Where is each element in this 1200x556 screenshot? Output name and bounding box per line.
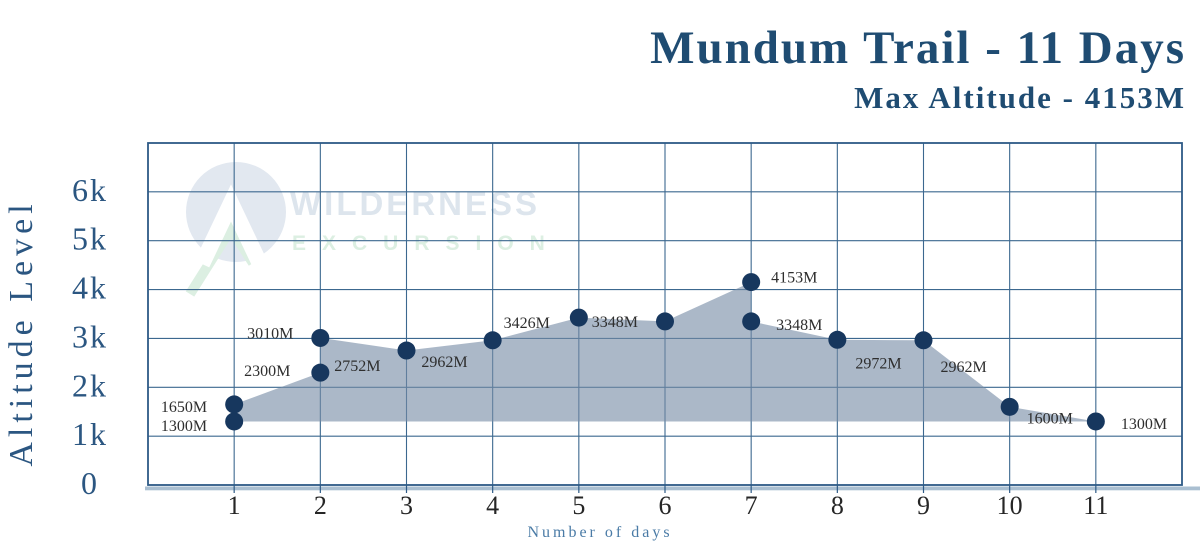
data-point-day10-1600	[1000, 397, 1019, 416]
x-tick-label-10: 10	[997, 491, 1023, 520]
x-tick-label-11: 11	[1083, 491, 1108, 520]
point-label-day1-1650: 1650M	[161, 399, 207, 416]
x-tick-label-9: 9	[917, 491, 930, 520]
x-tick-label-2: 2	[314, 491, 327, 520]
altitude-area	[234, 282, 1096, 422]
point-label-day2-2300: 2300M	[244, 363, 290, 380]
point-label-day1-1300: 1300M	[161, 418, 207, 435]
point-label-day2-3010: 3010M	[247, 325, 293, 342]
x-tick-label-1: 1	[228, 491, 241, 520]
point-label-day4-2962: 2962M	[421, 354, 467, 371]
page-title: Mundum Trail - 11 Days	[650, 22, 1186, 74]
y-tick-label-3k: 3k	[72, 318, 108, 354]
data-point-day2-2300	[311, 363, 330, 382]
y-tick-label-2k: 2k	[72, 367, 108, 403]
point-label-day10-1600: 1600M	[1027, 410, 1073, 427]
data-point-day1-1650	[225, 395, 244, 414]
y-tick-label-4k: 4k	[72, 270, 108, 306]
data-point-day7-4153	[742, 273, 761, 292]
data-point-day7-3348	[742, 312, 761, 331]
y-tick-label-0: 0	[81, 465, 99, 501]
point-label-day11-1300: 1300M	[1121, 416, 1167, 433]
x-axis-title: Number of days	[527, 524, 673, 541]
data-point-day9-2962	[914, 331, 933, 350]
watermark-brand-subtext: EXCURSION	[292, 232, 561, 255]
y-tick-label-5k: 5k	[72, 221, 108, 257]
y-tick-label-1k: 1k	[72, 416, 108, 452]
brand-watermark: WILDERNESS EXCURSION	[185, 162, 561, 297]
point-label-day6-3348: 3348M	[592, 314, 638, 331]
point-label-day7-3348: 3348M	[776, 317, 822, 334]
x-tick-label-5: 5	[572, 491, 585, 520]
data-point-day1-1300	[225, 412, 244, 431]
data-point-day8-2972	[828, 330, 847, 349]
mountain-icon-notch	[194, 184, 268, 268]
data-point-day11-1300	[1086, 412, 1105, 431]
data-point-day4-2962	[483, 331, 502, 350]
data-point-day2-3010	[311, 328, 330, 347]
x-axis-line	[145, 486, 1200, 491]
point-label-day9-2962: 2962M	[941, 359, 987, 376]
y-tick-label-6k: 6k	[72, 172, 108, 208]
x-tick-label-3: 3	[400, 491, 413, 520]
x-tick-label-7: 7	[745, 491, 758, 520]
y-axis-title: Altitude Level	[3, 199, 40, 466]
data-point-day3-2752	[397, 341, 416, 360]
point-label-day8-2972: 2972M	[855, 355, 901, 372]
watermark-brand-text: WILDERNESS	[290, 185, 540, 222]
data-point-day6-3348	[656, 312, 674, 331]
x-tick-label-4: 4	[486, 491, 499, 520]
point-label-day5-3426: 3426M	[504, 315, 550, 332]
x-tick-label-8: 8	[831, 491, 844, 520]
point-label-day7-4153: 4153M	[771, 270, 817, 287]
data-point-day5-3426	[569, 308, 588, 327]
page-subtitle: Max Altitude - 4153M	[854, 80, 1186, 115]
point-label-day3-2752: 2752M	[334, 358, 380, 375]
x-tick-label-6: 6	[659, 491, 672, 520]
